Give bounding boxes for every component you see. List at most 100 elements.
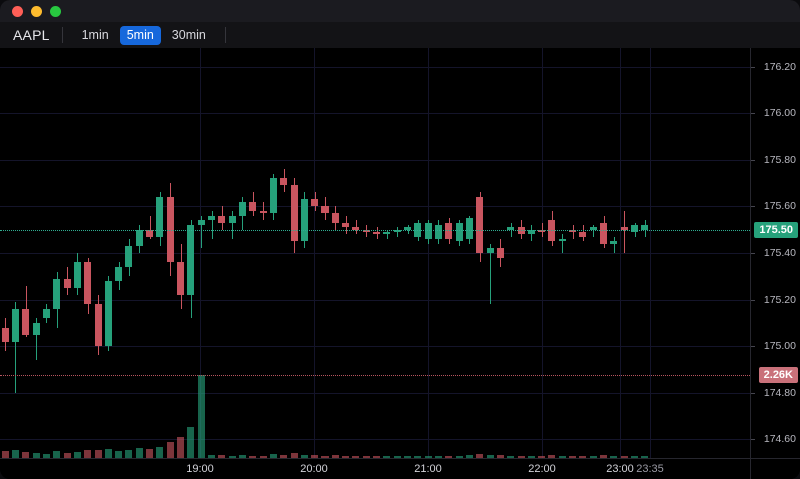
volume-bar	[331, 455, 339, 458]
candle-body	[641, 225, 649, 230]
candle-body	[445, 222, 453, 239]
price-tick-mark	[751, 113, 755, 115]
price-tick-label: 175.60	[763, 200, 796, 213]
axis-corner	[750, 458, 800, 479]
volume-bar	[404, 456, 412, 458]
candle-body	[424, 222, 432, 239]
close-light-icon[interactable]	[12, 5, 23, 17]
volume-bar	[631, 456, 639, 458]
candle-body	[42, 308, 50, 319]
volume-bar	[445, 455, 453, 458]
volume-bar	[424, 455, 432, 458]
gridline-horizontal	[0, 392, 750, 394]
candle-body	[434, 225, 442, 239]
candle-wick	[201, 215, 202, 249]
volume-bar	[115, 450, 123, 458]
gridline-vertical	[428, 48, 429, 458]
last-price-badge: 175.50	[754, 221, 798, 238]
candle-wick	[232, 211, 233, 240]
volume-bar	[94, 449, 102, 458]
candle-body	[579, 232, 587, 237]
volume-bar	[11, 450, 19, 458]
volume-bar	[507, 456, 515, 458]
timeframe-5min[interactable]: 5min	[119, 25, 161, 45]
price-tick-mark	[751, 439, 755, 441]
candle-body	[610, 241, 618, 244]
volume-bar	[373, 456, 381, 458]
gridline-vertical	[650, 48, 651, 458]
window-title-bar	[0, 0, 800, 22]
time-tick-label: 22:00	[528, 463, 556, 475]
gridline-horizontal	[0, 253, 750, 254]
volume-bar	[177, 437, 185, 458]
volume-bar	[311, 455, 319, 458]
volume-bar	[218, 455, 226, 458]
candle-wick	[593, 225, 594, 237]
volume-bar	[42, 453, 50, 458]
price-tick-mark	[751, 206, 755, 208]
price-tick-mark	[751, 299, 755, 301]
volume-bar	[228, 455, 236, 458]
maximize-light-icon[interactable]	[50, 5, 61, 17]
volume-bar	[342, 455, 350, 458]
gridline-horizontal	[0, 299, 750, 301]
minimize-light-icon[interactable]	[31, 5, 42, 17]
volume-bar	[527, 456, 535, 458]
candle-wick	[624, 211, 625, 253]
candle-wick	[356, 220, 357, 235]
toolbar-divider-left	[61, 27, 63, 43]
candle-body	[558, 239, 566, 242]
gridline-horizontal	[0, 159, 750, 161]
gridline-horizontal	[0, 439, 750, 441]
toolbar-divider-right	[224, 27, 226, 43]
candle-body	[84, 262, 92, 305]
time-axis[interactable]: 19:00 20:00 21:00 22:00 23:00 23:35	[0, 458, 750, 479]
candle-wick	[212, 211, 213, 240]
time-tick-label: 21:00	[414, 463, 442, 475]
candle-wick	[397, 227, 398, 237]
volume-bar	[63, 452, 71, 458]
volume-bar	[249, 455, 257, 458]
chart-toolbar: AAPL 1min 5min 30min	[0, 22, 800, 49]
volume-bar	[465, 455, 473, 458]
volume-bar	[352, 455, 360, 458]
timeframe-1min[interactable]: 1min	[81, 27, 109, 42]
gridline-vertical	[620, 48, 621, 458]
candle-body	[104, 280, 112, 347]
gridline-horizontal	[0, 66, 750, 68]
volume-bar	[538, 456, 546, 458]
volume-bar	[32, 452, 40, 458]
volume-bar	[125, 450, 133, 458]
symbol-label[interactable]: AAPL	[13, 27, 50, 43]
candle-body	[53, 278, 61, 309]
price-tick-label: 175.20	[763, 293, 796, 306]
candle-body	[228, 215, 236, 223]
volume-bar	[238, 455, 246, 458]
volume-bar	[476, 453, 484, 458]
candle-body	[600, 222, 608, 244]
price-axis[interactable]: 176.20 176.00 175.80 175.60 175.40 175.20 175.…	[750, 48, 800, 458]
candle-body	[465, 218, 473, 239]
volume-bar	[104, 449, 112, 458]
volume-bar	[22, 451, 30, 458]
chart-plot-area[interactable]	[0, 48, 750, 458]
candle-body	[22, 308, 30, 335]
price-tick-label: 175.00	[763, 340, 796, 353]
volume-bar	[610, 455, 618, 458]
candle-body	[486, 248, 494, 253]
candle-body	[311, 199, 319, 207]
candle-body	[589, 227, 597, 230]
last-volume-badge: 2.26K	[758, 367, 798, 384]
candle-body	[32, 322, 40, 335]
candle-body	[538, 229, 546, 233]
timeframe-30min[interactable]: 30min	[171, 27, 206, 42]
candle-body	[280, 178, 288, 186]
volume-bar	[290, 453, 298, 458]
gridline-horizontal	[0, 113, 750, 115]
candle-body	[569, 229, 577, 233]
volume-bar	[641, 456, 649, 458]
candle-body	[631, 225, 639, 233]
volume-bar	[486, 454, 494, 458]
volume-bar	[455, 455, 463, 458]
candle-body	[146, 229, 154, 237]
